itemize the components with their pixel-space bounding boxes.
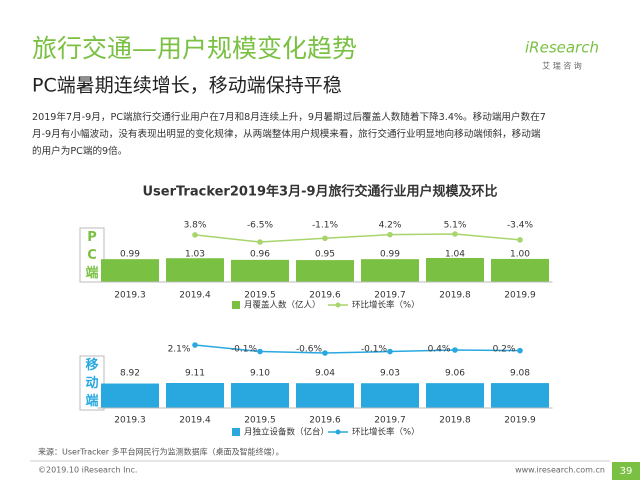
- body-line: 月-9月有小幅波动，没有表现出明显的变化规律，从两端整体用户规模来看，旅行交通行…: [32, 128, 541, 140]
- growth-dot: [322, 350, 328, 356]
- x-tick-label: 2019.7: [374, 291, 406, 301]
- legend-dot: [335, 429, 341, 435]
- growth-dot: [322, 235, 328, 242]
- growth-dot: [257, 348, 263, 355]
- bar-label: 9.04: [315, 369, 335, 379]
- page-number: 39: [620, 466, 633, 477]
- growth-label: -3.4%: [507, 221, 534, 231]
- legend-label: 月覆盖人数（亿人）: [244, 300, 321, 311]
- legend-label: 月独立设备数（亿台）: [244, 427, 329, 438]
- x-tick-label: 2019.6: [309, 291, 341, 301]
- x-tick-label: 2019.5: [244, 291, 276, 301]
- bar: [426, 383, 484, 408]
- legend-swatch: [232, 428, 240, 436]
- growth-label: 0.2%: [493, 345, 516, 355]
- growth-label: 4.2%: [379, 221, 402, 231]
- slide-subtitle: PC端暑期连续增长，移动端保持平稳: [32, 75, 342, 97]
- bar: [101, 383, 159, 408]
- growth-label: 3.8%: [184, 221, 207, 231]
- growth-dot: [452, 347, 458, 353]
- side-label: 移动端: [85, 357, 98, 409]
- bar-label: 0.96: [250, 250, 270, 260]
- bar: [361, 383, 419, 408]
- growth-dot: [452, 231, 458, 237]
- legend-swatch: [232, 301, 240, 309]
- x-tick-label: 2019.5: [244, 416, 276, 426]
- bar-label: 1.00: [510, 250, 530, 260]
- growth-dot: [387, 348, 393, 355]
- growth-dot: [192, 232, 198, 238]
- bar-label: 0.99: [380, 250, 400, 260]
- page-badge: [612, 462, 640, 480]
- x-tick-label: 2019.6: [309, 416, 341, 426]
- bar-label: 0.95: [315, 250, 335, 260]
- legend-label: 环比增长率（%）: [352, 427, 420, 438]
- bar: [491, 258, 549, 282]
- bar: [491, 383, 549, 408]
- x-tick-label: 2019.4: [179, 416, 211, 426]
- slide-title: 旅行交通—用户规模变化趋势: [32, 34, 357, 63]
- growth-dot: [517, 237, 523, 243]
- x-tick-label: 2019.3: [114, 291, 146, 301]
- bar: [231, 259, 289, 282]
- body-line: 2019年7月-9月，PC端旅行交通行业用户在7月和8月连续上升，9月暑期过后覆…: [32, 111, 546, 123]
- bar: [166, 258, 224, 282]
- growth-line: [194, 344, 521, 354]
- legend-label: 环比增长率（%）: [352, 300, 420, 311]
- copyright: ©2019.10 iResearch Inc.: [38, 466, 137, 475]
- source: 来源：UserTracker 多平台网民行为监测数据库（桌面及智能终端）。: [38, 447, 284, 457]
- legend-dot: [335, 302, 341, 308]
- website: www.iresearch.com.cn: [515, 466, 605, 475]
- bar-label: 1.03: [185, 250, 205, 260]
- growth-label: -0.6%: [296, 345, 323, 355]
- x-tick-label: 2019.9: [504, 291, 536, 301]
- growth-label: 0.4%: [428, 345, 451, 355]
- bar-label: 8.92: [120, 369, 140, 379]
- growth-label: 2.1%: [168, 345, 191, 355]
- growth-label: -0.1%: [231, 345, 258, 355]
- growth-label: -6.5%: [247, 221, 274, 231]
- growth-dot: [257, 239, 263, 245]
- growth-line: [194, 233, 521, 243]
- bar-label: 1.04: [445, 250, 465, 260]
- growth-label: -1.1%: [312, 221, 339, 231]
- x-tick-label: 2019.7: [374, 416, 406, 426]
- x-tick-label: 2019.9: [504, 416, 536, 426]
- side-label-box: [79, 355, 105, 411]
- chart-title: UserTracker2019年3月-9月旅行交通行业用户规模及环比: [142, 184, 497, 200]
- growth-label: 5.1%: [444, 221, 467, 231]
- body-line: 的用户为PC端的9倍。: [32, 145, 127, 157]
- x-tick-label: 2019.3: [114, 416, 146, 426]
- x-tick-label: 2019.4: [179, 291, 211, 301]
- bar-label: 9.08: [510, 369, 530, 379]
- bar: [166, 383, 224, 408]
- bar: [361, 259, 419, 282]
- growth-dot: [387, 231, 393, 238]
- bar-label: 0.99: [120, 250, 140, 260]
- growth-dot: [192, 342, 198, 348]
- bar: [296, 260, 354, 282]
- x-tick-label: 2019.8: [439, 291, 471, 301]
- bar-label: 9.03: [380, 369, 400, 379]
- bar: [101, 259, 159, 282]
- bar-label: 9.10: [250, 369, 270, 379]
- x-tick-label: 2019.8: [439, 416, 471, 426]
- growth-dot: [517, 347, 523, 354]
- bar-label: 9.11: [185, 369, 205, 379]
- logo-sub: 艾 瑞 咨 询: [542, 61, 582, 71]
- growth-label: -0.1%: [361, 345, 388, 355]
- bar: [231, 383, 289, 408]
- bar: [426, 258, 484, 282]
- bar: [296, 383, 354, 408]
- logo: iResearch: [525, 39, 599, 57]
- bar-label: 9.06: [445, 369, 465, 379]
- side-label-box: [79, 227, 105, 283]
